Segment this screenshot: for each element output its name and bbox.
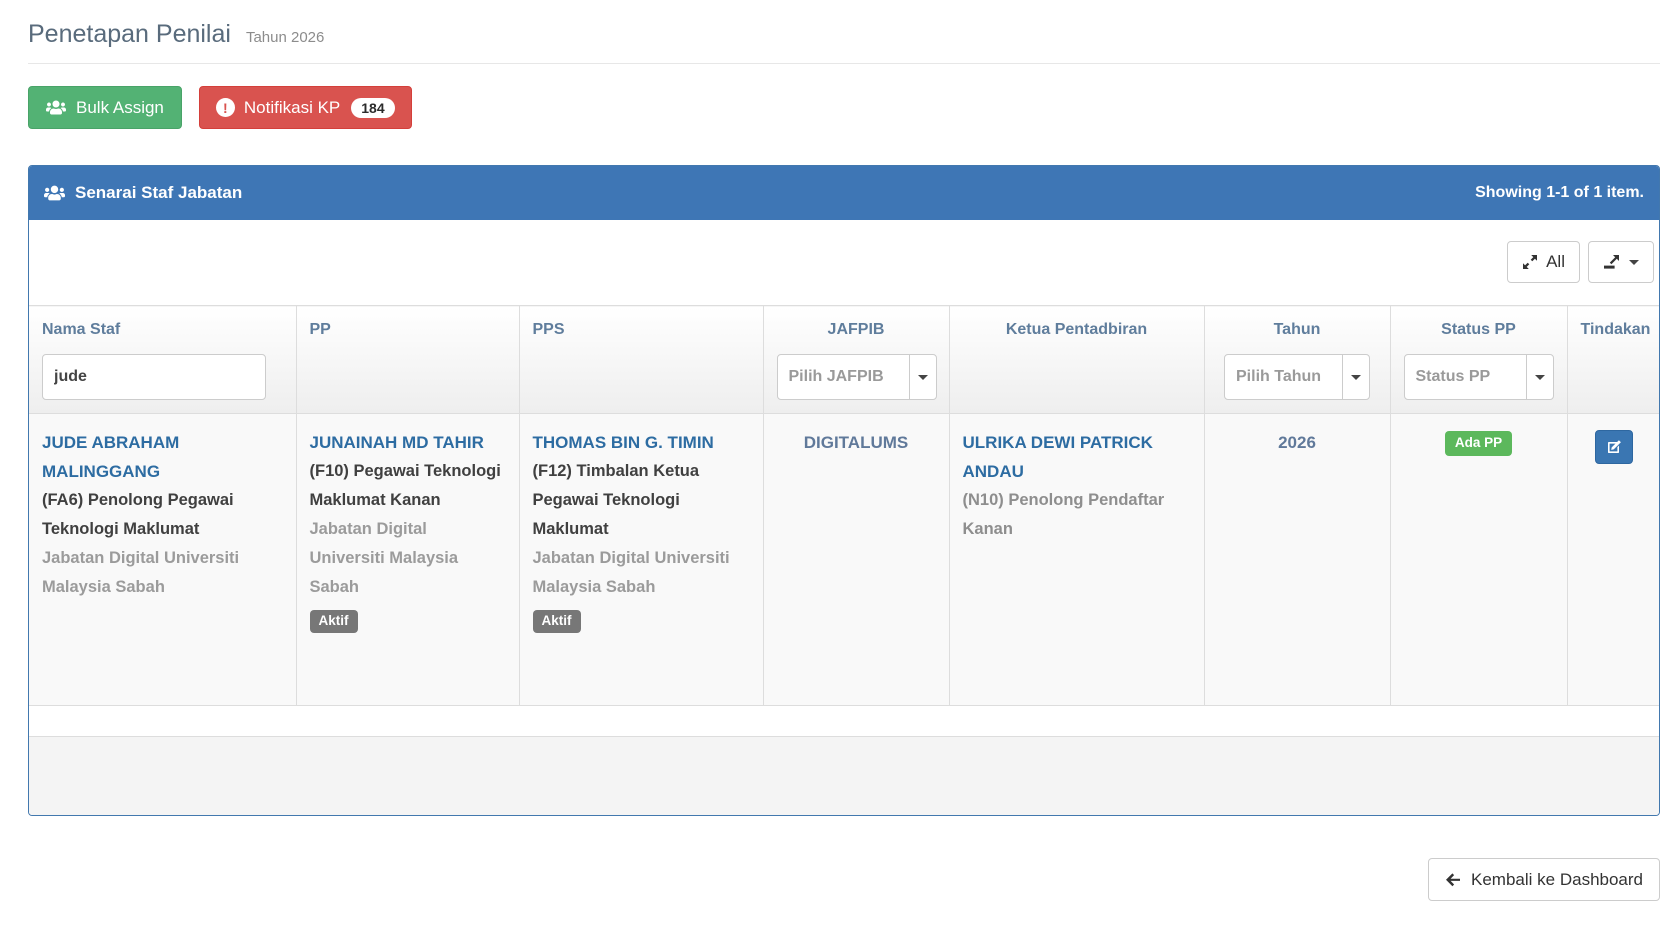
back-row: Kembali ke Dashboard (28, 858, 1660, 901)
tahun-filter-select[interactable]: Pilih Tahun (1224, 354, 1370, 400)
pps-name-link[interactable]: THOMAS BIN G. TIMIN (532, 433, 714, 452)
pp-grade: (F10) Pegawai Teknologi Maklumat Kanan (309, 462, 501, 509)
panel-heading-title: Senarai Staf Jabatan (44, 183, 242, 203)
jafpib-filter-select[interactable]: Pilih JAFPIB (776, 354, 937, 400)
grid-toolbar: All (29, 220, 1659, 305)
bulk-assign-button[interactable]: Bulk Assign (28, 86, 182, 129)
column-title: PPS (532, 321, 565, 338)
cell-tindakan (1566, 413, 1659, 706)
column-title: Nama Staf (42, 321, 121, 338)
jafpib-value: DIGITALUMS (803, 433, 909, 452)
column-header-status-pp: Status PP Status PP (1389, 305, 1567, 414)
staff-grid-panel: Senarai Staf Jabatan Showing 1-1 of 1 it… (28, 165, 1660, 816)
staff-table: Nama Staf PP PPS JAFPIB Pilih JAFPIB (29, 305, 1659, 706)
cell-status-pp: Ada PP (1389, 413, 1567, 706)
staf-name-link[interactable]: JUDE ABRAHAM MALINGGANG (42, 433, 180, 481)
arrow-left-icon (1445, 872, 1461, 888)
cell-ketua-pentadbiran: ULRIKA DEWI PATRICK ANDAU (N10) Penolong… (948, 413, 1204, 706)
table-row: JUDE ABRAHAM MALINGGANG (FA6) Penolong P… (29, 413, 1659, 706)
ketua-name-link[interactable]: ULRIKA DEWI PATRICK ANDAU (962, 433, 1153, 481)
ketua-grade: (N10) Penolong Pendaftar Kanan (962, 491, 1165, 538)
users-icon (44, 184, 65, 202)
pps-grade: (F12) Timbalan Ketua Pegawai Teknologi M… (532, 462, 700, 538)
header-divider (28, 63, 1660, 64)
back-to-dashboard-label: Kembali ke Dashboard (1471, 869, 1643, 889)
notifikasi-kp-label: Notifikasi KP (243, 97, 341, 117)
column-title: Tahun (1273, 321, 1321, 338)
column-title: Status PP (1441, 321, 1516, 338)
page-title: Penetapan Penilai (28, 20, 231, 48)
column-header-pp: PP (295, 305, 519, 414)
edit-button[interactable] (1595, 430, 1634, 464)
staf-department: Jabatan Digital Universiti Malaysia Saba… (42, 549, 240, 596)
panel-heading: Senarai Staf Jabatan Showing 1-1 of 1 it… (29, 166, 1659, 220)
nama-staf-filter-input[interactable] (42, 354, 266, 400)
grid-summary: Showing 1-1 of 1 item. (1475, 184, 1644, 201)
edit-pencil-icon (1606, 439, 1623, 455)
column-title: Tindakan (1580, 321, 1651, 338)
jafpib-filter-value: Pilih JAFPIB (788, 368, 884, 385)
toggle-all-button[interactable]: All (1507, 241, 1580, 283)
tahun-filter-value: Pilih Tahun (1236, 368, 1322, 385)
exclamation-icon: ! (215, 98, 235, 117)
staf-grade: (FA6) Penolong Pegawai Teknologi Makluma… (42, 491, 234, 538)
cell-tahun: 2026 (1203, 413, 1390, 706)
column-header-nama-staf: Nama Staf (29, 305, 296, 414)
page-subtitle: Tahun 2026 (245, 29, 325, 46)
panel-footer (29, 736, 1659, 815)
panel-body-gap (29, 706, 1659, 736)
caret-down-icon (1342, 355, 1369, 399)
cell-jafpib: DIGITALUMS (762, 413, 949, 706)
action-bar: Bulk Assign ! Notifikasi KP 184 (28, 86, 1660, 129)
tahun-value: 2026 (1278, 433, 1316, 452)
pps-department: Jabatan Digital Universiti Malaysia Saba… (532, 549, 730, 596)
column-header-tahun: Tahun Pilih Tahun (1203, 305, 1390, 414)
column-header-pps: PPS (518, 305, 763, 414)
panel-heading-label: Senarai Staf Jabatan (75, 183, 243, 202)
expand-icon (1522, 254, 1538, 270)
cell-pp: JUNAINAH MD TAHIR (F10) Pegawai Teknolog… (295, 413, 519, 706)
caret-down-icon (1629, 259, 1639, 265)
back-to-dashboard-button[interactable]: Kembali ke Dashboard (1428, 858, 1660, 901)
pp-department: Jabatan Digital Universiti Malaysia Saba… (309, 520, 459, 596)
cell-nama-staf: JUDE ABRAHAM MALINGGANG (FA6) Penolong P… (29, 413, 296, 706)
notifikasi-count-badge: 184 (351, 97, 395, 118)
table-header-row: Nama Staf PP PPS JAFPIB Pilih JAFPIB (29, 305, 1659, 414)
column-header-ketua-pentadbiran: Ketua Pentadbiran (948, 305, 1204, 414)
export-icon (1603, 254, 1621, 270)
bulk-assign-label: Bulk Assign (76, 97, 164, 117)
status-pp-badge: Ada PP (1444, 431, 1513, 456)
column-header-jafpib: JAFPIB Pilih JAFPIB (762, 305, 949, 414)
column-title: PP (309, 321, 331, 338)
column-title: Ketua Pentadbiran (1005, 321, 1148, 338)
column-title: JAFPIB (827, 321, 885, 338)
pp-status-badge: Aktif (309, 610, 358, 633)
status-pp-filter-select[interactable]: Status PP (1403, 354, 1554, 400)
caret-down-icon (1525, 355, 1553, 399)
users-icon (46, 99, 66, 116)
cell-pps: THOMAS BIN G. TIMIN (F12) Timbalan Ketua… (518, 413, 763, 706)
notifikasi-kp-button[interactable]: ! Notifikasi KP 184 (198, 86, 412, 129)
pp-name-link[interactable]: JUNAINAH MD TAHIR (309, 433, 484, 452)
column-header-tindakan: Tindakan (1566, 305, 1659, 414)
status-pp-filter-value: Status PP (1415, 368, 1491, 385)
toggle-all-label: All (1546, 252, 1565, 271)
pps-status-badge: Aktif (532, 610, 581, 633)
export-menu-button[interactable] (1588, 241, 1654, 283)
caret-down-icon (908, 355, 936, 399)
page-header: Penetapan Penilai Tahun 2026 (28, 20, 1660, 49)
